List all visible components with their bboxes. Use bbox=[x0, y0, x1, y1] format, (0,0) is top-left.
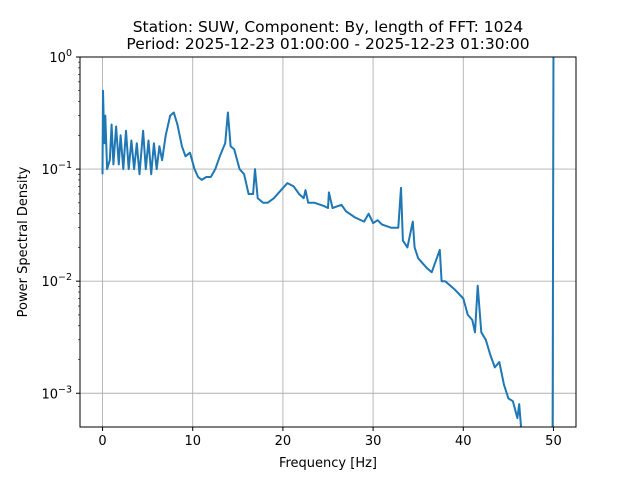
y-tick-label: 100 bbox=[49, 48, 72, 66]
y-tick-label: 10−2 bbox=[41, 272, 72, 290]
axis-ticks: 0 10 20 30 40 50 100 10−1 10−2 10−3 bbox=[41, 48, 561, 449]
y-tick-label: 10−3 bbox=[41, 384, 72, 402]
x-tick-label: 10 bbox=[184, 434, 201, 449]
psd-series-line bbox=[101, 57, 555, 427]
x-tick-label: 40 bbox=[455, 434, 472, 449]
plot-frame bbox=[79, 56, 577, 428]
x-tick-label: 50 bbox=[545, 434, 562, 449]
chart-title-line1: Station: SUW, Component: By, length of F… bbox=[133, 18, 524, 36]
chart-title-line2: Period: 2025-12-23 01:00:00 - 2025-12-23… bbox=[126, 35, 529, 53]
x-tick-label: 20 bbox=[275, 434, 292, 449]
y-tick-label: 10−1 bbox=[41, 160, 72, 178]
x-tick-label: 30 bbox=[365, 434, 382, 449]
x-axis-label: Frequency [Hz] bbox=[279, 456, 377, 471]
y-axis-label: Power Spectral Density bbox=[16, 166, 31, 317]
x-tick-label: 0 bbox=[98, 434, 106, 449]
